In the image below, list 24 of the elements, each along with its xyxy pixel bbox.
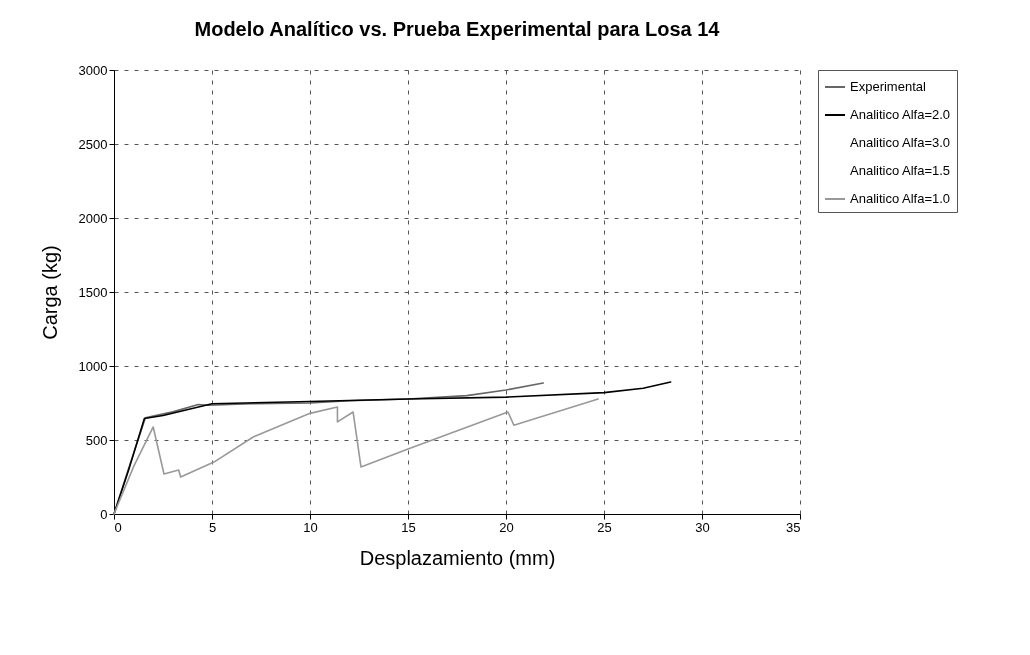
x-tick-label: 10 bbox=[303, 519, 318, 535]
x-tick-label: 15 bbox=[401, 519, 416, 535]
text: Analitico Alfa=3.0 bbox=[850, 135, 951, 150]
y-tick-label: 0 bbox=[100, 506, 108, 522]
legend-label: Analitico Alfa=2.0 bbox=[850, 107, 951, 122]
x-tick-label: 5 bbox=[208, 519, 217, 535]
text: Analitico Alfa=1.5 bbox=[850, 163, 951, 178]
y-axis-title: Carga (kg) bbox=[38, 245, 61, 340]
x-tick-label: 20 bbox=[499, 519, 514, 535]
legend-label: Experimental bbox=[850, 79, 926, 94]
line-series bbox=[113, 398, 599, 515]
chart-title: Modelo Analítico vs. Prueba Experimental para Losa 14 bbox=[194, 18, 721, 40]
y-tick-label: 1500 bbox=[78, 284, 108, 300]
y-tick-label: 3000 bbox=[78, 62, 108, 78]
y-tick-label: 2500 bbox=[78, 136, 108, 152]
x-tick-label: 30 bbox=[695, 519, 710, 535]
y-tick-label: 2000 bbox=[78, 210, 108, 226]
y-tick-label: 1000 bbox=[78, 358, 108, 374]
x-tick-label: 0 bbox=[114, 519, 122, 535]
x-tick-label: 25 bbox=[597, 519, 612, 535]
x-axis-title: Desplazamiento (mm) bbox=[359, 546, 556, 569]
y-tick-label: 500 bbox=[85, 432, 108, 448]
x-tick-label: 35 bbox=[786, 519, 801, 535]
legend-label: Analitico Alfa=1.0 bbox=[850, 191, 951, 206]
